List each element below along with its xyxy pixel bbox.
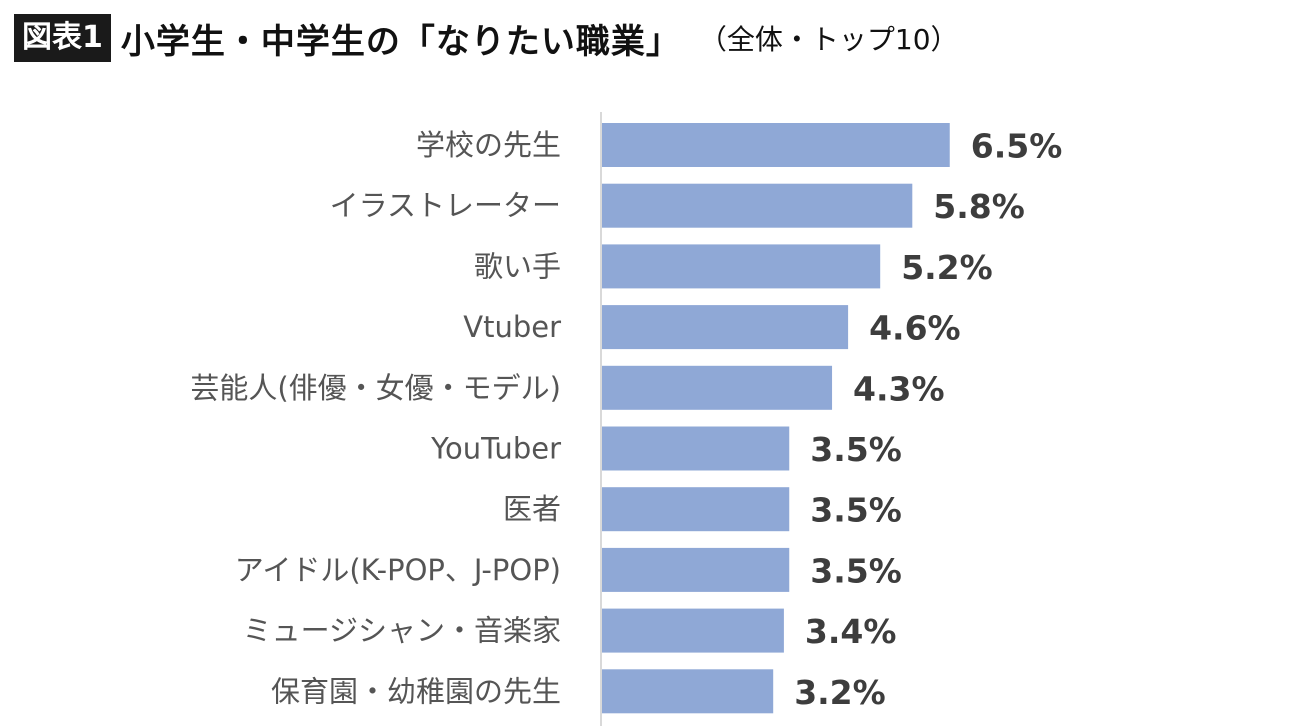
bar [602, 487, 790, 532]
value-label: 3.5% [810, 551, 902, 590]
category-label: 学校の先生 [416, 128, 561, 162]
bar [602, 123, 950, 167]
value-label: 5.2% [901, 248, 993, 287]
value-label: 4.6% [869, 309, 961, 348]
category-label: 医者 [503, 492, 561, 526]
category-label: 保育園・幼稚園の先生 [271, 674, 561, 708]
category-label: ミュージシャン・音楽家 [243, 614, 561, 648]
value-label: 6.5% [971, 127, 1063, 166]
value-labels-group: 6.5% 5.8% 5.2% 4.6% 4.3% 3.5% 3.5% 3.5% 3.4% 3.2% [794, 127, 1062, 712]
value-label: 3.5% [810, 430, 902, 469]
chart-subtitle: （全体・トップ10） [698, 23, 959, 56]
value-label: 5.8% [933, 187, 1025, 226]
category-label: 芸能人(俳優・女優・モデル) [190, 371, 561, 405]
chart-title: 小学生・中学生の「なりたい職業」 [120, 21, 681, 62]
bar [602, 305, 849, 350]
figure-tag: 図表1 [14, 14, 111, 62]
category-label: YouTuber [430, 432, 561, 466]
bar [602, 608, 784, 653]
bar [602, 365, 833, 410]
category-label: イラストレーター [330, 189, 561, 223]
title-row: 図表1 小学生・中学生の「なりたい職業」 （全体・トップ10） [14, 10, 959, 66]
value-label: 3.4% [805, 612, 897, 651]
value-label: 3.5% [810, 491, 902, 530]
category-label: アイドル(K-POP、J-POP) [235, 553, 561, 587]
bars-group [602, 123, 950, 714]
value-label: 3.2% [794, 673, 886, 712]
bar [602, 547, 790, 592]
category-label: 歌い手 [474, 249, 561, 283]
bar [602, 426, 790, 471]
value-label: 4.3% [853, 369, 945, 408]
category-label: Vtuber [463, 310, 561, 344]
bar [602, 244, 881, 289]
bar [602, 669, 774, 714]
bar [602, 183, 913, 228]
